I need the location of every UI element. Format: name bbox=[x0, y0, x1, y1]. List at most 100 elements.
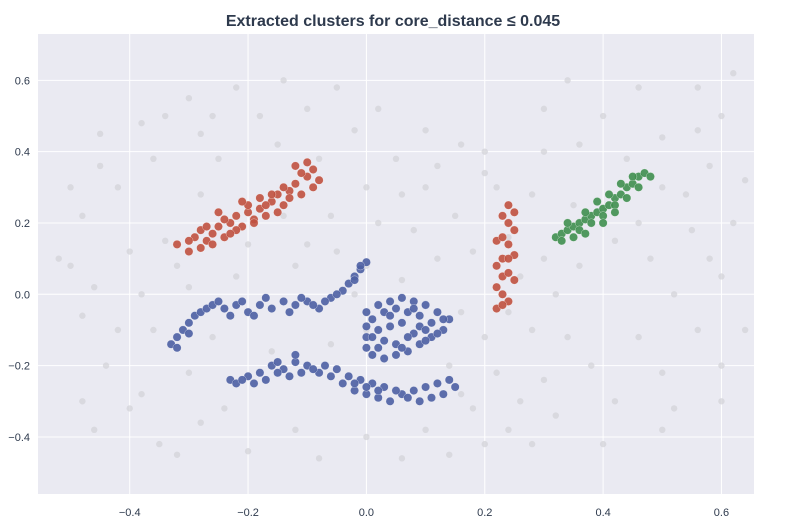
blue-cluster-point bbox=[427, 393, 436, 403]
blue-cluster-point bbox=[438, 314, 448, 324]
noise-point bbox=[694, 326, 701, 334]
green-cluster-point bbox=[557, 236, 567, 246]
blue-cluster-point bbox=[385, 311, 395, 321]
blue-cluster-point bbox=[296, 293, 306, 303]
noise-point bbox=[481, 440, 488, 448]
noise-point bbox=[327, 341, 335, 348]
green-cluster-point bbox=[634, 182, 643, 192]
noise-point bbox=[694, 84, 701, 91]
noise-point bbox=[363, 184, 370, 191]
noise-point bbox=[173, 262, 181, 269]
noise-point bbox=[647, 255, 654, 262]
blue-cluster-point bbox=[362, 382, 371, 392]
noise-point bbox=[493, 184, 500, 191]
noise-point bbox=[670, 405, 678, 412]
blue-cluster-point bbox=[444, 375, 454, 385]
noise-point bbox=[126, 405, 133, 412]
red-cluster-point bbox=[504, 200, 513, 210]
noise-point bbox=[185, 369, 193, 376]
red-cluster-point bbox=[504, 254, 513, 264]
noise-point bbox=[540, 255, 548, 262]
red-cluster-point bbox=[492, 261, 501, 271]
blue-cluster-point bbox=[326, 371, 336, 381]
blue-cluster-point bbox=[255, 300, 265, 310]
red-cluster-point bbox=[504, 218, 513, 228]
red-cluster-point bbox=[498, 289, 507, 299]
red-cluster-point bbox=[237, 197, 247, 206]
noise-point bbox=[611, 398, 619, 405]
noise-point bbox=[363, 433, 370, 441]
noise-point bbox=[688, 226, 696, 234]
noise-point bbox=[244, 241, 252, 248]
red-cluster-point bbox=[261, 211, 271, 221]
noise-point bbox=[457, 141, 465, 148]
red-cluster-point bbox=[202, 222, 211, 231]
blue-cluster-point bbox=[249, 311, 259, 321]
blue-cluster-point bbox=[214, 297, 223, 306]
blue-cluster-point bbox=[391, 350, 401, 360]
y-tick-label: −0.2 bbox=[8, 361, 30, 373]
noise-point bbox=[730, 70, 737, 77]
green-cluster-point bbox=[610, 207, 620, 217]
noise-point bbox=[351, 291, 358, 298]
red-cluster-point bbox=[296, 190, 306, 199]
blue-cluster-point bbox=[350, 379, 359, 388]
green-cluster-point bbox=[592, 197, 602, 206]
noise-point bbox=[434, 255, 441, 262]
noise-point bbox=[446, 451, 453, 458]
blue-cluster-point bbox=[172, 332, 182, 342]
blue-cluster-point bbox=[367, 332, 377, 342]
blue-cluster-point bbox=[373, 343, 383, 353]
green-cluster-point bbox=[563, 218, 572, 228]
noise-point bbox=[552, 291, 559, 298]
blue-cluster-point bbox=[291, 350, 300, 360]
noise-point bbox=[540, 376, 548, 384]
noise-point bbox=[67, 262, 74, 269]
noise-point bbox=[233, 84, 240, 91]
blue-cluster-point bbox=[403, 332, 413, 342]
noise-point bbox=[233, 273, 240, 280]
noise-point bbox=[138, 291, 145, 298]
green-cluster-point bbox=[581, 207, 590, 217]
noise-point bbox=[398, 276, 406, 284]
noise-point bbox=[315, 455, 323, 462]
red-cluster-point bbox=[184, 247, 194, 256]
noise-point bbox=[185, 283, 193, 291]
blue-cluster-point bbox=[225, 311, 235, 321]
red-cluster-point bbox=[279, 200, 288, 210]
blue-cluster-point bbox=[172, 343, 182, 353]
noise-point bbox=[398, 191, 406, 198]
noise-point bbox=[505, 308, 512, 316]
x-tick-label: −0.2 bbox=[237, 507, 259, 519]
noise-point bbox=[730, 219, 737, 227]
x-tick-label: 0.2 bbox=[477, 507, 492, 519]
blue-cluster-point bbox=[273, 357, 283, 367]
blue-cluster-point bbox=[373, 300, 383, 310]
red-cluster-point bbox=[314, 175, 324, 185]
noise-point bbox=[694, 127, 701, 134]
red-cluster-point bbox=[308, 182, 318, 192]
blue-cluster-point bbox=[427, 318, 436, 328]
noise-point bbox=[138, 119, 145, 127]
noise-point bbox=[706, 162, 713, 170]
noise-point bbox=[333, 84, 341, 91]
blue-cluster-point bbox=[409, 304, 419, 313]
blue-cluster-point bbox=[403, 393, 413, 403]
noise-point bbox=[493, 369, 500, 376]
red-cluster-point bbox=[267, 190, 277, 199]
red-cluster-point bbox=[498, 232, 507, 242]
noise-point bbox=[114, 326, 122, 334]
blue-cluster-point bbox=[450, 382, 460, 392]
red-cluster-point bbox=[208, 240, 217, 249]
noise-point bbox=[215, 155, 222, 163]
blue-cluster-point bbox=[385, 322, 395, 331]
noise-point bbox=[91, 283, 98, 291]
blue-cluster-point bbox=[391, 386, 401, 395]
noise-point bbox=[718, 273, 725, 280]
blue-cluster-point bbox=[291, 300, 300, 310]
noise-point bbox=[706, 255, 713, 262]
noise-point bbox=[422, 426, 429, 434]
noise-point bbox=[659, 369, 666, 376]
noise-point bbox=[659, 184, 666, 191]
noise-point bbox=[446, 362, 453, 369]
